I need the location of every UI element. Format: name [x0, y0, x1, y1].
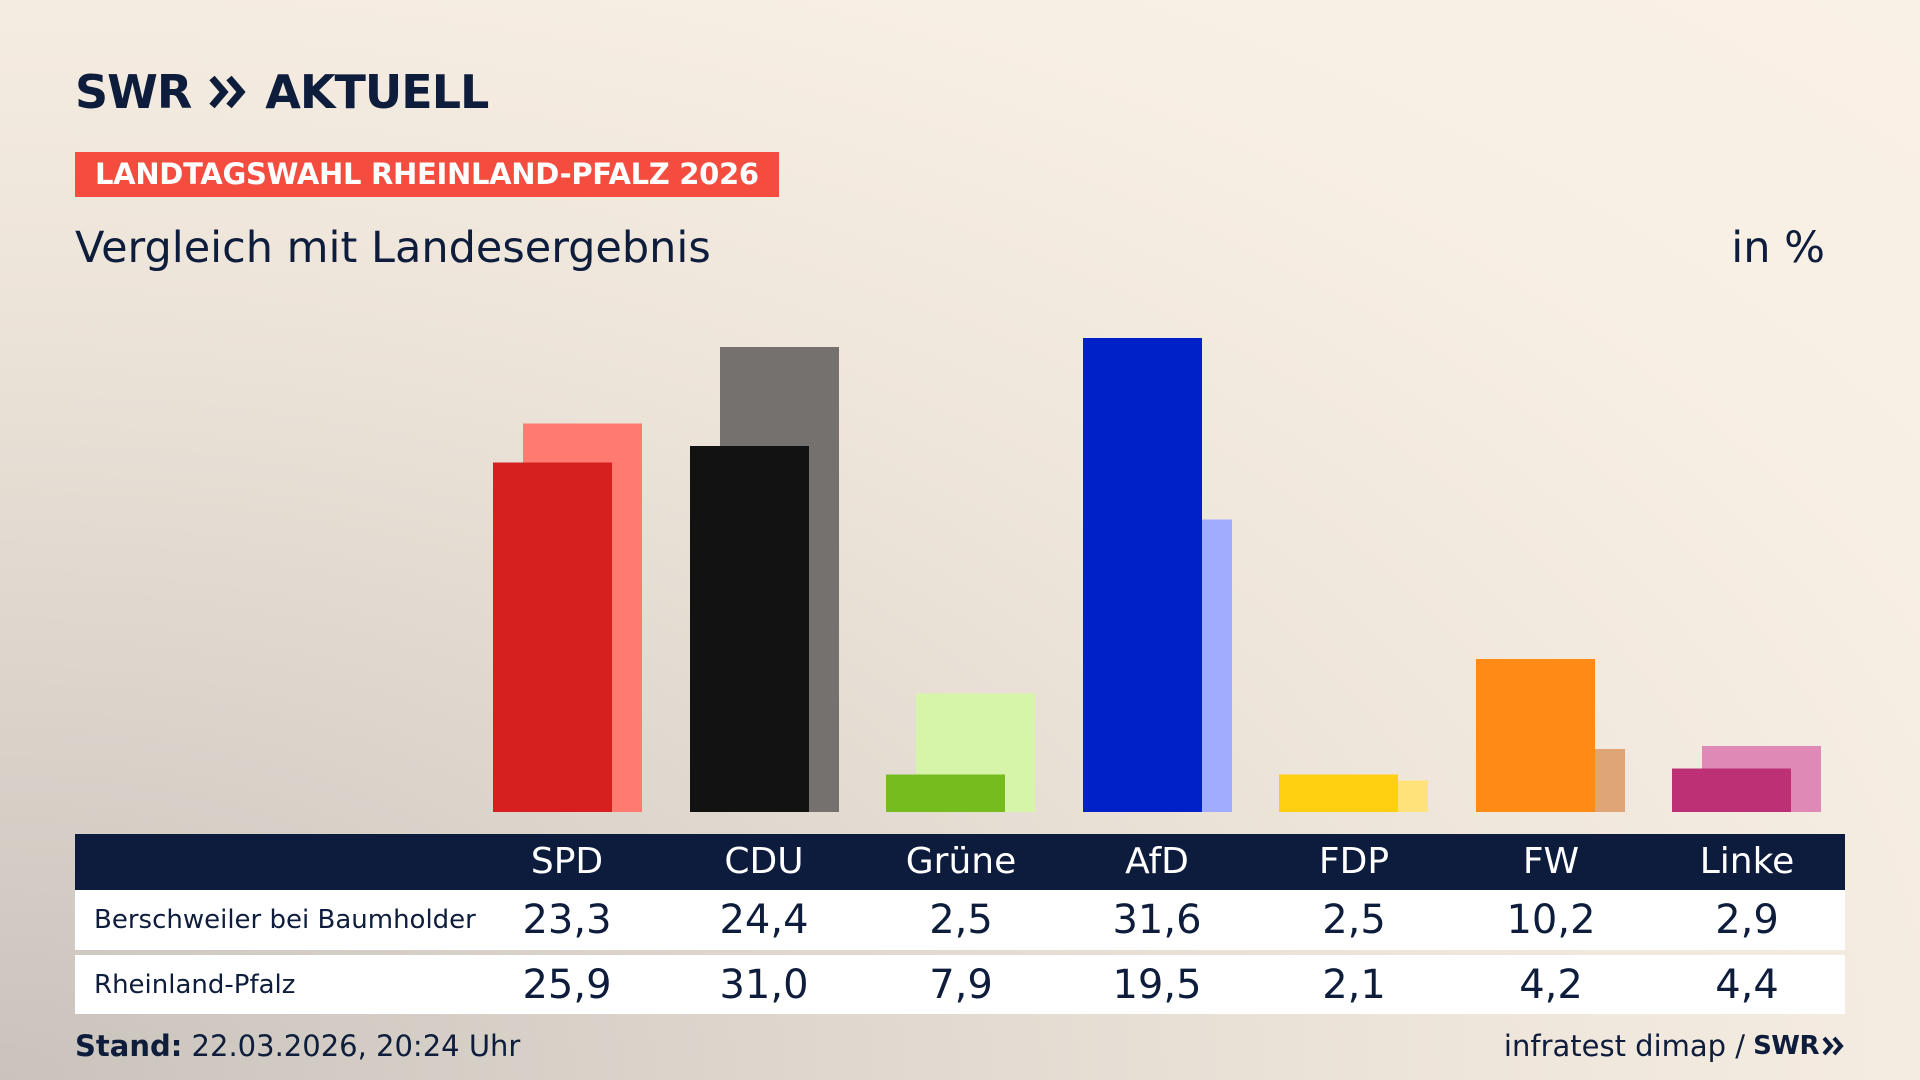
bar-local-linke: [1672, 768, 1791, 812]
column-header: CDU: [724, 841, 804, 882]
column-header: Grüne: [905, 841, 1017, 882]
bar-local-spd: [493, 462, 612, 812]
table-cell: 4,2: [1519, 962, 1583, 1008]
table-cell: 23,3: [522, 897, 612, 943]
table-row-local: Berschweiler bei Baumholder 23,3 24,4 2,5 3…: [75, 890, 1845, 950]
table-cell: 7,9: [929, 962, 993, 1008]
table-header: SPD CDU Grüne AfD FDP FW Linke: [75, 834, 1845, 890]
bar-local-fdp: [1279, 774, 1398, 812]
bar-local-grüne: [886, 774, 1005, 812]
table-cell: 2,9: [1715, 897, 1779, 943]
column-header: AfD: [1125, 841, 1189, 882]
chart-subtitle: Vergleich mit Landesergebnis: [75, 223, 711, 273]
election-tag: LANDTAGSWAHL RHEINLAND-PFALZ 2026: [75, 152, 779, 197]
bar-local-afd: [1083, 338, 1202, 812]
source-credit: infratest dimap / SWR: [1504, 1028, 1844, 1064]
row-label-state: Rheinland-Pfalz: [94, 970, 296, 1000]
column-header: FDP: [1318, 841, 1390, 882]
stand-value: 22.03.2026, 20:24 Uhr: [191, 1029, 521, 1063]
stand-label: Stand:: [75, 1029, 183, 1063]
logo-aktuell-text: AKTUELL: [265, 65, 489, 119]
results-table: SPD CDU Grüne AfD FDP FW Linke Berschweiler be…: [75, 834, 1845, 1014]
row-label-local: Berschweiler bei Baumholder: [94, 905, 476, 935]
unit-label: in %: [1731, 223, 1825, 273]
column-header: FW: [1522, 841, 1580, 882]
table-cell: 25,9: [522, 962, 612, 1008]
bar-local-fw: [1476, 659, 1595, 812]
bar-local-cdu: [690, 446, 809, 812]
column-header: Linke: [1699, 841, 1795, 882]
source-swr-text: SWR: [1753, 1031, 1819, 1061]
source-text: infratest dimap /: [1503, 1029, 1746, 1063]
double-chevron-right-icon: [209, 75, 246, 109]
table-cell: 19,5: [1112, 962, 1202, 1008]
table-cell: 31,6: [1112, 897, 1202, 943]
swr-aktuell-logo: SWR AKTUELL: [75, 65, 489, 119]
timestamp: Stand: 22.03.2026, 20:24 Uhr: [75, 1028, 520, 1064]
table-row-state: Rheinland-Pfalz 25,9 31,0 7,9 19,5 2,1 4,2 4,4: [75, 955, 1845, 1014]
double-chevron-right-icon: [1822, 1036, 1844, 1056]
table-cell: 31,0: [719, 962, 809, 1008]
table-cell: 24,4: [719, 897, 809, 943]
table-cell: 2,5: [929, 897, 993, 943]
source-swr-logo: SWR: [1753, 1028, 1844, 1064]
table-cell: 10,2: [1506, 897, 1596, 943]
table-cell: 2,1: [1322, 962, 1386, 1008]
logo-swr-text: SWR: [75, 65, 192, 119]
table-cell: 4,4: [1715, 962, 1779, 1008]
column-header: SPD: [530, 841, 604, 882]
table-cell: 2,5: [1322, 897, 1386, 943]
